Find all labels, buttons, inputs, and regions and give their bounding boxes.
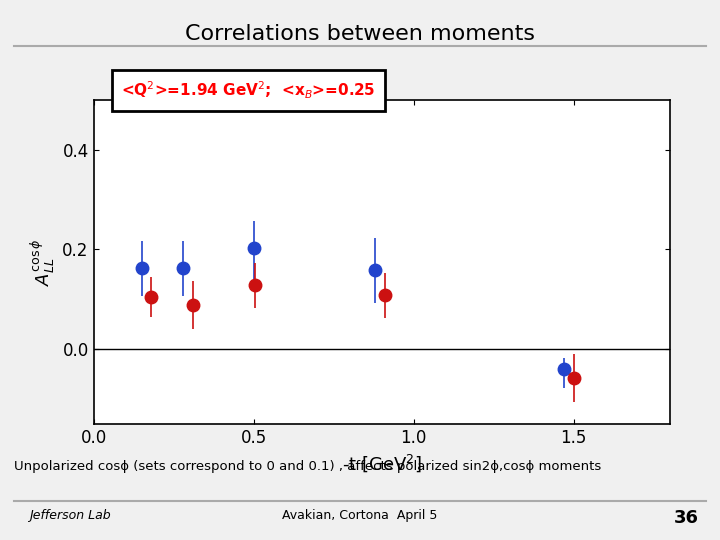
Text: Avakian, Cortona  April 5: Avakian, Cortona April 5 <box>282 509 438 522</box>
Text: Unpolarized cosϕ (sets correspond to 0 and 0.1) , affects polarized sin2ϕ,cosϕ m: Unpolarized cosϕ (sets correspond to 0 a… <box>14 460 602 473</box>
Text: 36: 36 <box>673 509 698 526</box>
Text: Jefferson Lab: Jefferson Lab <box>29 509 110 522</box>
Y-axis label: $A_{LL}^{\cos\phi}$: $A_{LL}^{\cos\phi}$ <box>29 238 57 286</box>
Text: <Q$^2$>=1.94 GeV$^2$;  <x$_B$>=0.25: <Q$^2$>=1.94 GeV$^2$; <x$_B$>=0.25 <box>121 80 376 101</box>
Text: Correlations between moments: Correlations between moments <box>185 24 535 44</box>
X-axis label: -t [GeV$^2$]: -t [GeV$^2$] <box>342 453 421 474</box>
